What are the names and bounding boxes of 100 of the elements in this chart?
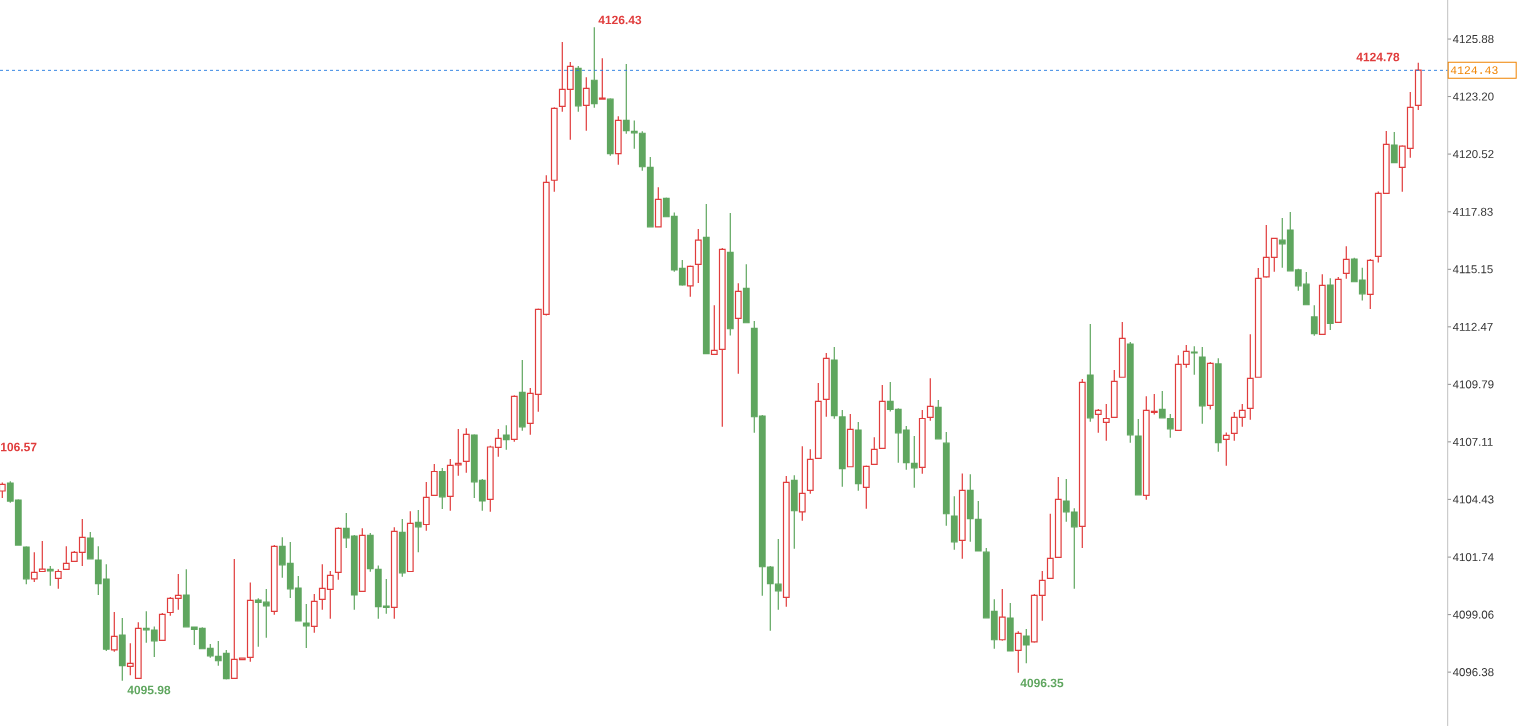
candlestick	[1022, 628, 1030, 664]
candlestick	[1342, 245, 1350, 280]
candlestick	[926, 377, 934, 422]
ref-line-label: 4124.43	[1450, 66, 1498, 75]
annotation: 4126.43	[598, 15, 642, 25]
y-tick-label: 4107.11	[1452, 437, 1493, 446]
candlestick	[838, 409, 846, 488]
candlestick	[550, 106, 558, 193]
candlestick	[590, 26, 598, 109]
candlestick	[1310, 304, 1318, 337]
candlestick	[694, 228, 702, 284]
candlestick	[502, 424, 510, 451]
candlestick	[518, 359, 526, 432]
candlestick	[582, 76, 590, 132]
candlestick	[1198, 346, 1206, 425]
candlestick	[310, 593, 318, 634]
candlestick	[710, 304, 718, 355]
candlestick	[390, 526, 398, 620]
candlestick	[422, 481, 430, 532]
candlestick	[86, 531, 94, 560]
candlestick	[854, 421, 862, 492]
candlestick	[1246, 333, 1254, 421]
annotation: 4124.78	[1356, 52, 1400, 62]
candlestick	[918, 409, 926, 475]
candlestick	[1326, 277, 1334, 331]
y-tick-label: 4117.83	[1452, 207, 1493, 216]
candlestick	[1254, 267, 1262, 378]
candlestick	[0, 481, 6, 499]
candlestick	[406, 510, 414, 573]
y-tick-label: 4125.88	[1452, 35, 1494, 44]
annotation: 4095.98	[127, 685, 171, 695]
candlestick	[726, 212, 734, 337]
candlestick	[958, 472, 966, 560]
candlestick	[446, 458, 454, 512]
candlestick	[1414, 62, 1422, 111]
candlestick	[22, 545, 30, 585]
candlestick	[1078, 378, 1086, 549]
candlestick	[246, 581, 254, 663]
candlestick	[302, 603, 310, 649]
candlestick	[1166, 413, 1174, 439]
candlestick	[30, 551, 38, 583]
candlestick	[510, 394, 518, 443]
candlestick	[950, 495, 958, 551]
y-tick-label: 4104.43	[1452, 495, 1494, 504]
candlestick	[110, 611, 118, 653]
candlestick	[1110, 369, 1118, 418]
candlestick	[38, 540, 46, 573]
y-tick-label: 4099.06	[1452, 610, 1494, 619]
candlestick	[806, 448, 814, 495]
candlestick	[878, 384, 886, 449]
candlestick	[934, 399, 942, 440]
candlestick	[158, 612, 166, 641]
candlestick	[1118, 321, 1126, 378]
candlestick	[798, 445, 806, 522]
y-tick-label: 4109.79	[1452, 380, 1494, 389]
candlestick	[782, 475, 790, 608]
candlestick	[1334, 276, 1342, 323]
candlestick	[1046, 513, 1054, 579]
candlestick	[638, 130, 646, 172]
y-tick-label: 4112.47	[1452, 322, 1493, 331]
candlestick	[974, 500, 982, 552]
candlestick	[54, 568, 62, 590]
candlestick	[62, 545, 70, 570]
candlestick	[1206, 361, 1214, 411]
candlestick	[1126, 341, 1134, 444]
y-tick-label: 4123.20	[1452, 92, 1494, 101]
candlestick	[718, 247, 726, 428]
candlestick	[814, 382, 822, 459]
y-tick-label: 4115.15	[1452, 265, 1493, 274]
candlestick	[654, 186, 662, 228]
candlestick	[1094, 408, 1102, 434]
candlestick	[366, 532, 374, 573]
candlestick	[686, 264, 694, 298]
candlestick	[1086, 323, 1094, 423]
candlestick	[334, 526, 342, 581]
annotation: 4096.35	[1020, 678, 1064, 688]
candlestick	[1014, 630, 1022, 674]
candlestick	[598, 57, 606, 100]
candlestick	[462, 427, 470, 474]
candlestick	[118, 617, 126, 682]
candlestick	[846, 413, 854, 468]
candlestick	[830, 346, 838, 420]
candlestick	[646, 156, 654, 228]
candlestick	[1222, 431, 1230, 467]
candlestick	[822, 352, 830, 418]
annotation: 106.57	[1, 442, 37, 452]
y-tick-label: 4101.74	[1452, 553, 1494, 562]
candlestick	[702, 203, 710, 355]
candlestick	[1006, 602, 1014, 652]
candlestick	[622, 63, 630, 135]
candlestick	[270, 544, 278, 616]
candlestick	[1318, 273, 1326, 335]
candlestick	[1134, 418, 1142, 496]
candlestick	[942, 431, 950, 527]
candlestick	[734, 282, 742, 375]
y-tick-label: 4120.52	[1452, 150, 1494, 159]
candlestick	[606, 97, 614, 157]
candlestick	[438, 467, 446, 510]
candlestick	[1214, 357, 1222, 453]
candlestick	[398, 518, 406, 578]
